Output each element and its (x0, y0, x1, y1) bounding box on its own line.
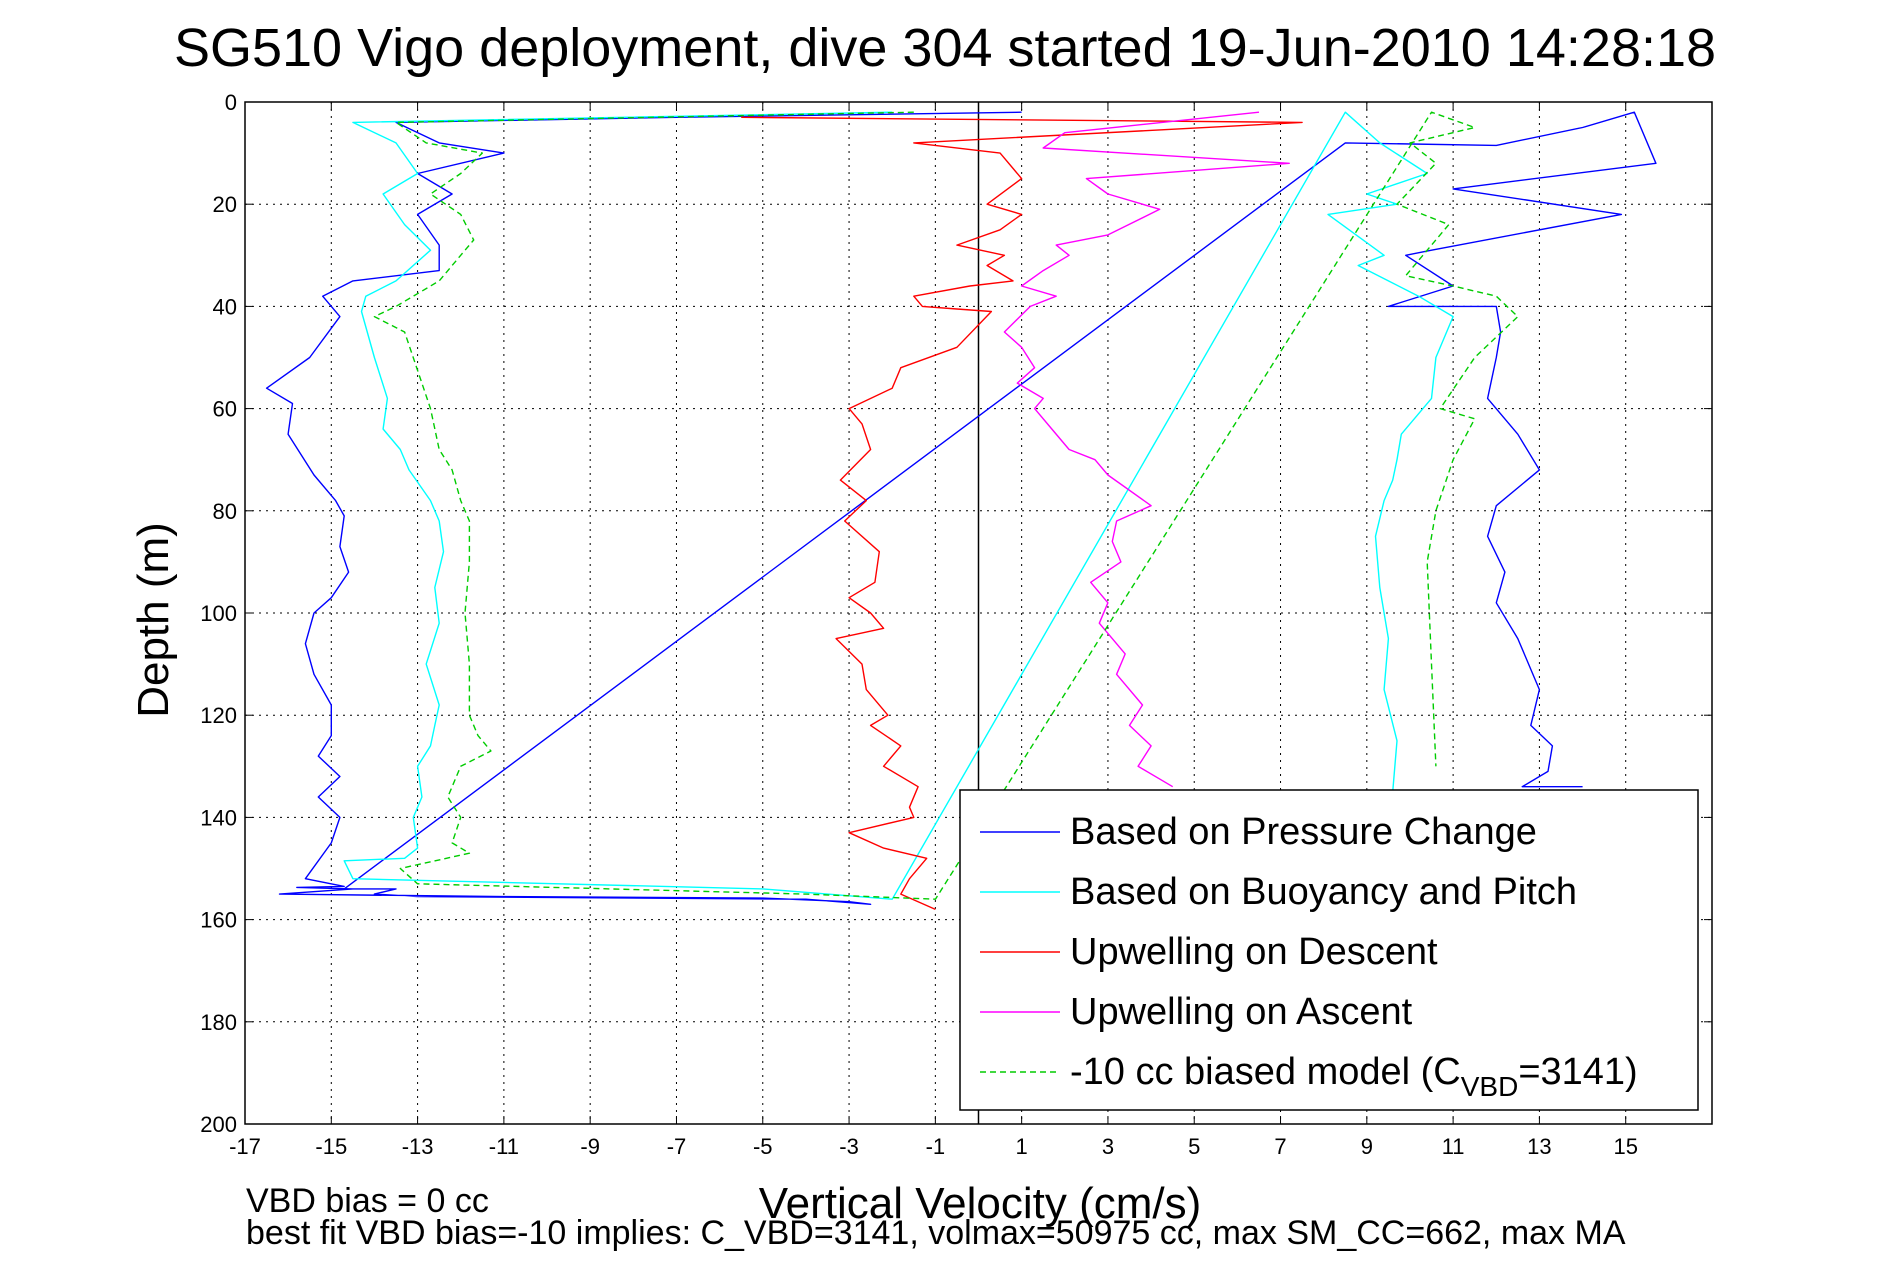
x-tick-label: 7 (1274, 1134, 1286, 1159)
x-tick-label: -7 (667, 1134, 687, 1159)
legend-label: Upwelling on Descent (1070, 931, 1438, 973)
footer-vbd-bias: VBD bias = 0 cc (246, 1182, 489, 1220)
x-tick-label: 5 (1188, 1134, 1200, 1159)
x-tick-label: 15 (1613, 1134, 1637, 1159)
x-axis-label: Vertical Velocity (cm/s) (759, 1179, 1202, 1228)
x-tick-label: -9 (580, 1134, 600, 1159)
series-line-5 (373, 111, 1519, 900)
y-tick-label: 60 (213, 397, 237, 422)
legend-label: Based on Pressure Change (1070, 811, 1537, 853)
x-tick-label: 13 (1527, 1134, 1551, 1159)
y-tick-label: 120 (200, 703, 237, 728)
x-tick-label: 9 (1361, 1134, 1373, 1159)
footer-best-fit: best fit VBD bias=-10 implies: C_VBD=314… (246, 1214, 1626, 1252)
y-tick-label: 200 (200, 1112, 237, 1137)
x-tick-label: 3 (1102, 1134, 1114, 1159)
legend: Based on Pressure Change Based on Buoyanc… (959, 789, 1699, 1111)
series-line-4 (1003, 111, 1290, 788)
y-tick-label: 100 (200, 601, 237, 626)
series-line-3 (741, 116, 1303, 911)
legend-label: Upwelling on Ascent (1070, 991, 1413, 1033)
y-tick-label: 140 (200, 805, 237, 830)
x-tick-label: -15 (315, 1134, 347, 1159)
legend-label: Based on Buoyancy and Pitch (1070, 871, 1577, 913)
y-tick-label: 0 (225, 90, 237, 115)
x-tick-label: -13 (402, 1134, 434, 1159)
legend-label: -10 cc biased model (CVBD=3141) (1070, 1051, 1638, 1102)
x-tick-label: -17 (229, 1134, 261, 1159)
y-tick-label: 180 (200, 1010, 237, 1035)
y-tick-label: 20 (213, 192, 237, 217)
y-axis-label: Depth (m) (129, 522, 178, 718)
series-line-2 (343, 111, 1454, 900)
series-lines (265, 111, 1657, 911)
grid (245, 102, 1712, 1124)
x-tick-label: -1 (926, 1134, 946, 1159)
chart-title: SG510 Vigo deployment, dive 304 started … (174, 18, 1716, 78)
legend-box (959, 789, 1699, 1111)
x-tick-label: 1 (1016, 1134, 1028, 1159)
x-tick-label: -3 (839, 1134, 859, 1159)
x-tick-label: -5 (753, 1134, 773, 1159)
y-tick-label: 160 (200, 908, 237, 933)
x-tick-label: 11 (1442, 1134, 1465, 1159)
y-tick-label: 40 (213, 294, 237, 319)
y-tick-label: 80 (213, 499, 237, 524)
series-line-1 (265, 111, 1657, 905)
x-tick-label: -11 (489, 1134, 519, 1159)
